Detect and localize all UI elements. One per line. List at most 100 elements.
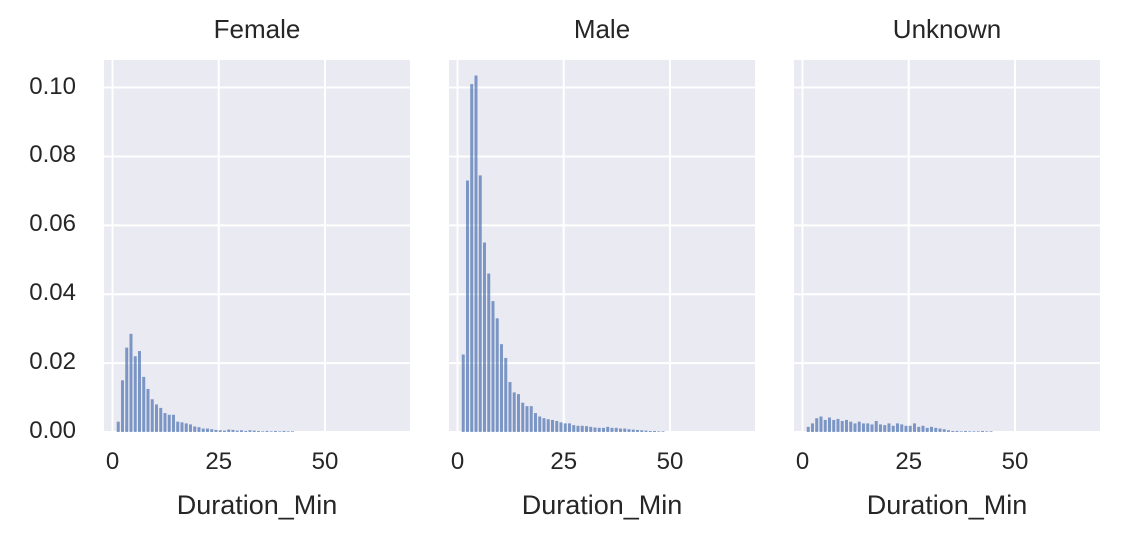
histogram-bar <box>981 430 984 432</box>
panel-title: Male <box>573 14 631 44</box>
histogram-bar <box>491 301 495 432</box>
histogram-bar <box>265 430 269 432</box>
y-tick-label: 0.04 <box>29 279 76 307</box>
histogram-bar <box>121 380 124 432</box>
histogram-bar <box>568 423 571 432</box>
histogram-bar <box>282 430 286 432</box>
histogram-bar <box>862 423 865 432</box>
histogram-bar <box>184 423 188 432</box>
histogram-bar <box>619 428 622 432</box>
histogram-bar <box>921 425 925 432</box>
histogram-bar <box>972 431 976 432</box>
x-tick-label: 25 <box>205 448 233 475</box>
histogram-bar <box>495 318 499 432</box>
histogram-bar <box>512 392 516 432</box>
histogram-bar <box>631 429 635 432</box>
histogram-bar <box>546 419 550 432</box>
histogram-bar <box>167 414 171 432</box>
histogram-bar <box>240 430 243 432</box>
histogram-bar <box>879 424 882 432</box>
histogram-bar <box>887 423 891 432</box>
histogram-bar <box>640 430 644 432</box>
panel-title: Female <box>213 14 301 44</box>
plot-area <box>794 60 1100 432</box>
histogram-bar <box>644 430 648 432</box>
histogram-bar <box>572 425 576 432</box>
histogram-bar <box>529 406 533 432</box>
histogram-bar <box>116 421 120 432</box>
histogram-bar <box>159 407 163 432</box>
histogram-bar <box>580 425 584 432</box>
x-tick-label: 50 <box>1001 448 1029 475</box>
histogram-bar <box>227 429 231 432</box>
histogram-bar <box>623 428 627 432</box>
histogram-bar <box>487 273 491 432</box>
plot-area <box>449 60 755 432</box>
histogram-bar <box>286 431 290 432</box>
histogram-bar <box>593 427 597 432</box>
histogram-bar <box>636 429 639 432</box>
x-tick-label: 25 <box>550 448 578 475</box>
histogram-bar <box>811 423 814 432</box>
histogram-bar <box>823 419 827 432</box>
histogram-bar <box>500 344 503 432</box>
histogram-bar <box>597 427 601 432</box>
histogram-bar <box>845 419 848 432</box>
histogram-bar <box>461 354 465 432</box>
histogram-bar <box>466 180 469 432</box>
histogram-bar <box>585 426 588 432</box>
histogram-bar <box>474 75 478 432</box>
histogram-bar <box>261 431 265 432</box>
histogram-bar <box>891 425 895 432</box>
histogram-bar <box>942 429 946 432</box>
histogram-bar <box>563 423 567 432</box>
y-tick-label: 0.10 <box>29 72 76 100</box>
histogram-bar <box>832 419 836 432</box>
histogram-bar <box>938 428 942 432</box>
histogram-bar <box>291 431 294 432</box>
histogram-bar <box>517 394 520 432</box>
histogram-bar <box>955 430 959 432</box>
histogram-bar <box>478 175 482 432</box>
histogram-bar <box>201 428 205 432</box>
histogram-bar <box>908 425 912 432</box>
y-tick-label: 0.02 <box>29 348 76 376</box>
histogram-bar <box>214 429 218 432</box>
plot-area <box>104 60 410 432</box>
histogram-bar <box>525 406 529 432</box>
histogram <box>104 60 410 432</box>
histogram-bar <box>129 333 133 432</box>
y-tick-label: 0.00 <box>29 417 76 444</box>
histogram-bar <box>189 424 192 432</box>
histogram-bar <box>870 424 874 432</box>
x-tick-label: 50 <box>311 448 339 475</box>
y-tick-label: 0.08 <box>29 141 76 169</box>
histogram-bar <box>155 404 158 432</box>
histogram-bar <box>904 425 908 432</box>
histogram-bar <box>951 430 955 432</box>
histogram-bar <box>917 426 921 432</box>
histogram-bar <box>172 414 175 432</box>
histogram-bar <box>163 413 167 432</box>
histogram-bar <box>244 430 248 432</box>
histogram-bar <box>542 418 546 432</box>
histogram-bar <box>257 430 260 432</box>
histogram-bar <box>883 425 887 432</box>
x-tick-label: 0 <box>105 448 120 475</box>
histogram-bar <box>653 430 656 432</box>
histogram-bar <box>559 422 563 432</box>
histogram-bar <box>853 423 857 432</box>
histogram-bar <box>576 425 580 432</box>
histogram-bar <box>606 426 610 432</box>
histogram-bar <box>278 431 282 432</box>
histogram-bar <box>815 418 819 432</box>
histogram-bar <box>150 399 154 432</box>
histogram-bar <box>142 376 146 432</box>
histogram-bar <box>504 357 508 432</box>
x-tick-label: 0 <box>795 448 810 475</box>
histogram-bar <box>930 426 933 432</box>
histogram-bar <box>218 430 222 432</box>
x-axis-label: Duration_Min <box>521 490 683 520</box>
histogram-bar <box>125 347 129 432</box>
histogram-bar <box>252 430 256 432</box>
